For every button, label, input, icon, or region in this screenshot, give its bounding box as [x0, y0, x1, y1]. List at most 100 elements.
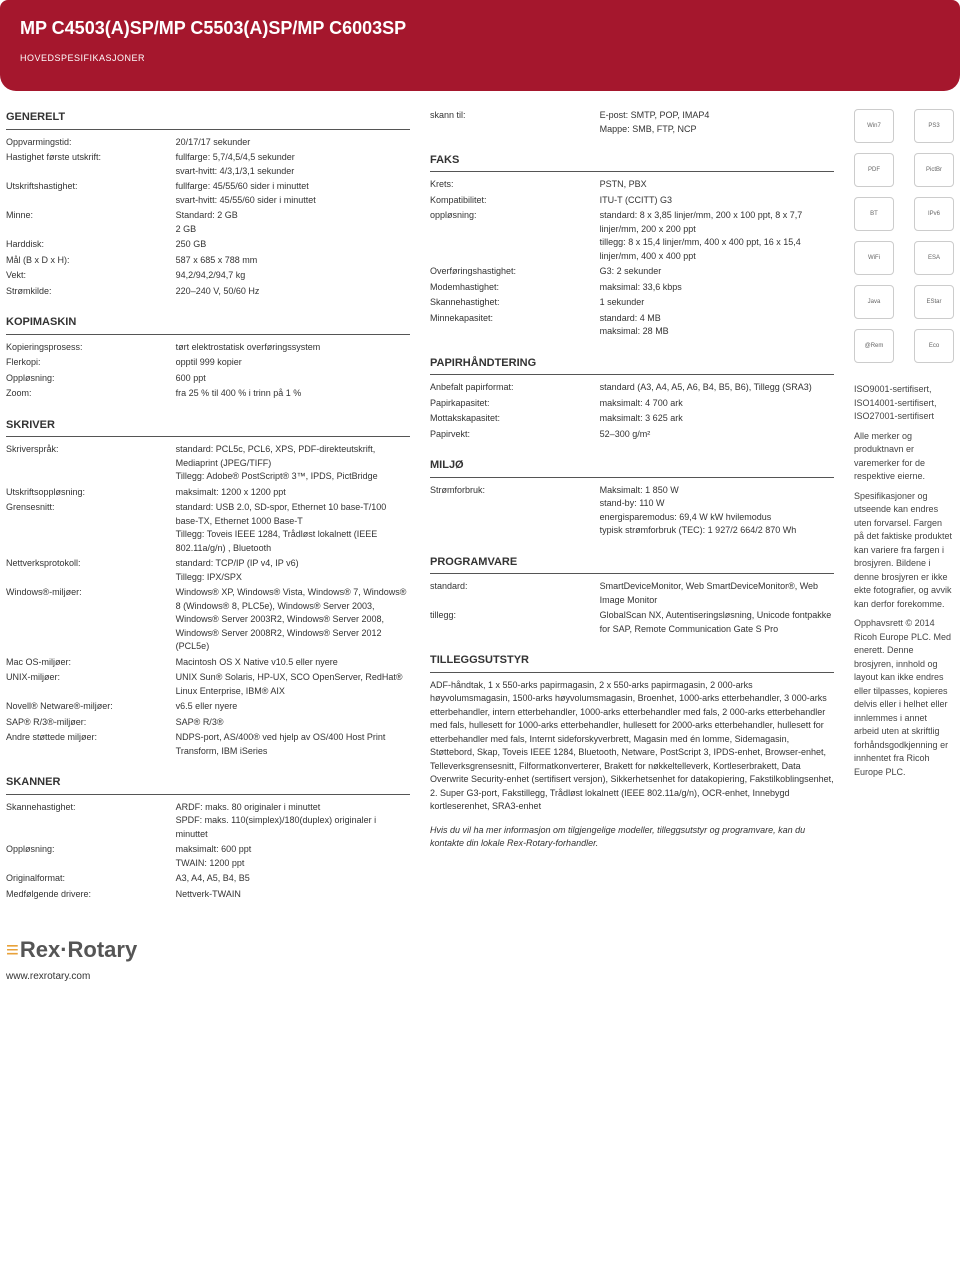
spec-row: Oppløsning:600 ppt [6, 372, 410, 386]
legal-block: ISO9001-sertifisert, ISO14001-sertifiser… [854, 383, 954, 779]
spec-value: standard (A3, A4, A5, A6, B4, B5, B6), T… [600, 381, 834, 395]
spec-value: Nettverk-TWAIN [176, 888, 410, 902]
spec-key: Skannehastighet: [6, 801, 176, 842]
spec-value: E-post: SMTP, POP, IMAP4 Mappe: SMB, FTP… [600, 109, 834, 136]
spec-key: Nettverksprotokoll: [6, 557, 176, 584]
spec-value: maksimalt: 600 ppt TWAIN: 1200 ppt [176, 843, 410, 870]
spec-value: PSTN, PBX [600, 178, 834, 192]
spec-key: Oppvarmingstid: [6, 136, 176, 150]
spec-key: Skriverspråk: [6, 443, 176, 484]
spec-row: oppløsning:standard: 8 x 3,85 linjer/mm,… [430, 209, 834, 263]
spec-row: Andre støttede miljøer:NDPS-port, AS/400… [6, 731, 410, 758]
spec-value: fra 25 % til 400 % i trinn på 1 % [176, 387, 410, 401]
spec-value: standard: USB 2.0, SD-spor, Ethernet 10 … [176, 501, 410, 555]
spec-row: Overføringshastighet:G3: 2 sekunder [430, 265, 834, 279]
spec-row: Originalformat:A3, A4, A5, B4, B5 [6, 872, 410, 886]
section-title: TILLEGGSUTSTYR [430, 652, 834, 673]
spec-row: standard:SmartDeviceMonitor, Web SmartDe… [430, 580, 834, 607]
spec-key: Mottakskapasitet: [430, 412, 600, 426]
spec-value: opptil 999 kopier [176, 356, 410, 370]
spec-value: UNIX Sun® Solaris, HP-UX, SCO OpenServer… [176, 671, 410, 698]
spec-key: Utskriftshastighet: [6, 180, 176, 207]
badge-icon: WiFi [854, 241, 894, 275]
spec-key: Mål (B x D x H): [6, 254, 176, 268]
spec-key: skann til: [430, 109, 600, 136]
badge-icon: ESA [914, 241, 954, 275]
spec-key: Minnekapasitet: [430, 312, 600, 339]
spec-row: Minnekapasitet:standard: 4 MB maksimal: … [430, 312, 834, 339]
spec-key: standard: [430, 580, 600, 607]
badge-icon: Java [854, 285, 894, 319]
accessories-note: Hvis du vil ha mer informasjon om tilgje… [430, 824, 834, 851]
spec-value: 94,2/94,2/94,7 kg [176, 269, 410, 283]
section-programvare: PROGRAMVARE standard:SmartDeviceMonitor,… [430, 554, 834, 637]
section-skriver: SKRIVER Skriverspråk:standard: PCL5c, PC… [6, 417, 410, 759]
spec-key: Strømforbruk: [430, 484, 600, 538]
section-title: SKRIVER [6, 417, 410, 438]
spec-key: Kompatibilitet: [430, 194, 600, 208]
spec-value: fullfarge: 45/55/60 sider i minuttet sva… [176, 180, 410, 207]
spec-key: Skannehastighet: [430, 296, 600, 310]
column-1: GENERELT Oppvarmingstid:20/17/17 sekunde… [6, 109, 410, 917]
footer-left: ≡Rex·Rotary www.rexrotary.com [6, 937, 137, 982]
spec-value: 20/17/17 sekunder [176, 136, 410, 150]
spec-row: Grensesnitt:standard: USB 2.0, SD-spor, … [6, 501, 410, 555]
spec-value: 587 x 685 x 788 mm [176, 254, 410, 268]
section-papir: PAPIRHÅNDTERING Anbefalt papirformat:sta… [430, 355, 834, 442]
spec-value: v6.5 eller nyere [176, 700, 410, 714]
spec-value: maksimalt: 1200 x 1200 ppt [176, 486, 410, 500]
spec-row: Vekt:94,2/94,2/94,7 kg [6, 269, 410, 283]
spec-row: Zoom:fra 25 % til 400 % i trinn på 1 % [6, 387, 410, 401]
section-faks: FAKS Krets:PSTN, PBXKompatibilitet:ITU-T… [430, 152, 834, 339]
spec-row: tillegg:GlobalScan NX, Autentiseringsløs… [430, 609, 834, 636]
section-title: GENERELT [6, 109, 410, 130]
spec-value: Standard: 2 GB 2 GB [176, 209, 410, 236]
spec-key: Novell® Netware®-miljøer: [6, 700, 176, 714]
spec-value: SAP® R/3® [176, 716, 410, 730]
cert-text: ISO9001-sertifisert, ISO14001-sertifiser… [854, 383, 954, 424]
spec-key: Vekt: [6, 269, 176, 283]
spec-key: Grensesnitt: [6, 501, 176, 555]
spec-key: Overføringshastighet: [430, 265, 600, 279]
spec-key: Oppløsning: [6, 372, 176, 386]
spec-columns: GENERELT Oppvarmingstid:20/17/17 sekunde… [0, 109, 960, 917]
spec-key: Zoom: [6, 387, 176, 401]
section-title: PAPIRHÅNDTERING [430, 355, 834, 376]
spec-row: Harddisk:250 GB [6, 238, 410, 252]
spec-row: UNIX-miljøer:UNIX Sun® Solaris, HP-UX, S… [6, 671, 410, 698]
spec-value: maksimal: 33,6 kbps [600, 281, 834, 295]
spec-key: Mac OS-miljøer: [6, 656, 176, 670]
spec-row: Strømkilde:220–240 V, 50/60 Hz [6, 285, 410, 299]
spec-value: 220–240 V, 50/60 Hz [176, 285, 410, 299]
spec-value: 250 GB [176, 238, 410, 252]
spec-key: Minne: [6, 209, 176, 236]
badge-icon: @Rem [854, 329, 894, 363]
spec-key: Krets: [430, 178, 600, 192]
spec-row: Strømforbruk:Maksimalt: 1 850 W stand-by… [430, 484, 834, 538]
spec-value: maksimalt: 3 625 ark [600, 412, 834, 426]
section-title: SKANNER [6, 774, 410, 795]
spec-value: ARDF: maks. 80 originaler i minuttet SPD… [176, 801, 410, 842]
footer-url: www.rexrotary.com [6, 971, 137, 982]
spec-value: ITU-T (CCITT) G3 [600, 194, 834, 208]
rex-rotary-logo: ≡Rex·Rotary [6, 937, 137, 963]
spec-row: Utskriftsoppløsning:maksimalt: 1200 x 12… [6, 486, 410, 500]
spec-row: Modemhastighet:maksimal: 33,6 kbps [430, 281, 834, 295]
spec-row: Skannehastighet:1 sekunder [430, 296, 834, 310]
spec-value: 600 ppt [176, 372, 410, 386]
compatibility-badges: Win7PS3PDFPictBrBTIPv6WiFiESAJavaEStar@R… [854, 109, 954, 363]
spec-row: Skannehastighet:ARDF: maks. 80 originale… [6, 801, 410, 842]
badge-icon: Win7 [854, 109, 894, 143]
spec-value: A3, A4, A5, B4, B5 [176, 872, 410, 886]
header-banner: MP C4503(A)SP/MP C5503(A)SP/MP C6003SP H… [0, 0, 960, 91]
section-title: MILJØ [430, 457, 834, 478]
header-subtitle: HOVEDSPESIFIKASJONER [20, 53, 940, 63]
badge-icon: IPv6 [914, 197, 954, 231]
spec-value: standard: TCP/IP (IP v4, IP v6) Tillegg:… [176, 557, 410, 584]
spec-value: NDPS-port, AS/400® ved hjelp av OS/400 H… [176, 731, 410, 758]
spec-key: Windows®-miljøer: [6, 586, 176, 654]
badge-icon: EStar [914, 285, 954, 319]
section-title: PROGRAMVARE [430, 554, 834, 575]
product-title: MP C4503(A)SP/MP C5503(A)SP/MP C6003SP [20, 18, 940, 39]
section-kopimaskin: KOPIMASKIN Kopieringsprosess:tørt elektr… [6, 314, 410, 401]
